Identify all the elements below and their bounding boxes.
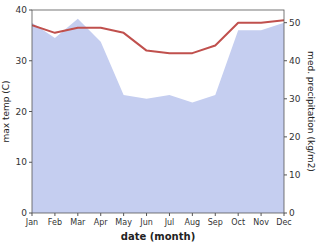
- y2-tick-label: 0: [289, 208, 295, 218]
- x-tick-label: Dec: [276, 218, 291, 227]
- plot-frame: [32, 10, 284, 213]
- y2-tick: [284, 60, 287, 61]
- temperature-line: [32, 20, 284, 53]
- y-axis-label: max temp (C): [1, 80, 11, 142]
- y2-tick-label: 10: [289, 170, 301, 180]
- y2-tick-label: 30: [289, 94, 301, 104]
- y2-tick: [284, 22, 287, 23]
- x-tick: [54, 213, 55, 216]
- y-tick-label: 20: [16, 107, 28, 117]
- y2-tick: [284, 136, 287, 137]
- chart: 0 10 20 30 40 0 10 20 30 40 50 Jan Feb Mar Apr May Jun Ju…: [0, 0, 318, 247]
- y-tick-label: 30: [16, 56, 28, 66]
- y-tick-label: 0: [21, 208, 27, 218]
- x-axis-label: date (month): [121, 231, 195, 242]
- y2-axis-label: med. precipitation (kg/m2): [306, 51, 316, 172]
- x-tick: [77, 213, 78, 216]
- y-tick-label: 10: [16, 157, 28, 167]
- y-tick: [29, 10, 32, 11]
- x-tick-label: Jun: [139, 218, 153, 227]
- x-tick-label: Oct: [231, 218, 245, 227]
- precipitation-area: [32, 19, 284, 213]
- x-tick: [215, 213, 216, 216]
- y-tick: [29, 162, 32, 163]
- plot-area: [32, 19, 284, 213]
- x-tick-label: Nov: [253, 218, 269, 227]
- x-tick: [123, 213, 124, 216]
- x-tick-label: Jan: [25, 218, 38, 227]
- x-tick-label: Mar: [70, 218, 86, 227]
- x-tick: [284, 213, 285, 216]
- x-tick: [100, 213, 101, 216]
- y2-tick-label: 20: [289, 132, 301, 142]
- x-tick: [32, 213, 33, 216]
- x-tick: [169, 213, 170, 216]
- y-tick: [29, 111, 32, 112]
- x-tick: [146, 213, 147, 216]
- y-tick-label: 40: [16, 5, 28, 15]
- x-tick-label: Apr: [94, 218, 109, 227]
- x-tick-label: Jul: [164, 218, 175, 227]
- x-tick-label: Sep: [208, 218, 223, 227]
- x-tick: [192, 213, 193, 216]
- y2-tick-label: 50: [289, 18, 301, 28]
- y2-tick: [284, 98, 287, 99]
- y2-tick: [284, 174, 287, 175]
- x-tick-label: May: [115, 218, 132, 227]
- x-tick-label: Aug: [185, 218, 201, 227]
- y2-tick-label: 40: [289, 56, 301, 66]
- x-tick: [261, 213, 262, 216]
- x-tick: [238, 213, 239, 216]
- y-tick: [29, 60, 32, 61]
- x-tick-label: Feb: [48, 218, 62, 227]
